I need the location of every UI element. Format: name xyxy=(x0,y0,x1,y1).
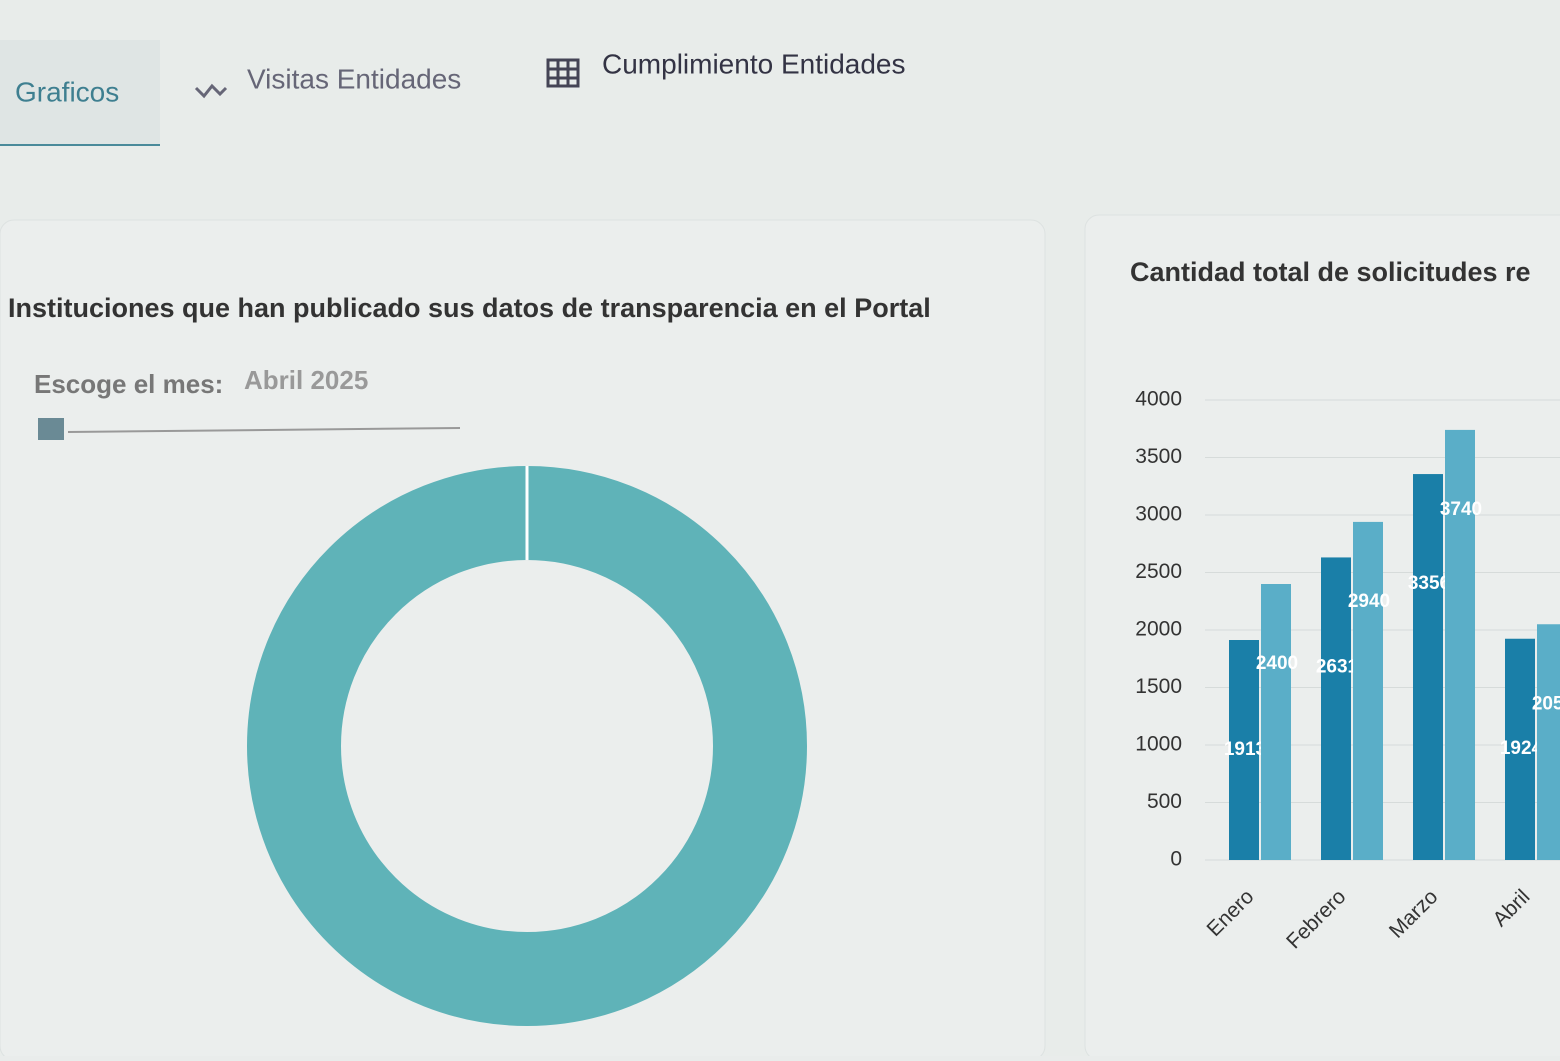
bar xyxy=(1321,557,1351,860)
bar xyxy=(1537,624,1560,860)
bar xyxy=(1229,640,1259,860)
data-label: 2050 xyxy=(1532,693,1560,714)
y-tick-label: 3000 xyxy=(1135,503,1182,526)
tab-icon xyxy=(546,58,580,88)
bar xyxy=(1505,638,1535,860)
tab[interactable]: Visitas Entidades xyxy=(247,63,461,94)
bar xyxy=(1353,521,1383,860)
card xyxy=(0,219,1046,1061)
bar xyxy=(1413,474,1443,860)
y-tick-label: 3500 xyxy=(1135,445,1182,468)
picker-underline xyxy=(67,427,461,433)
calendar-icon[interactable] xyxy=(38,418,64,440)
data-label: 1913 xyxy=(1224,739,1266,760)
picker-value[interactable]: Abril 2025 xyxy=(244,365,368,395)
data-label: 1924 xyxy=(1500,738,1543,759)
picker-label: Escoge el mes: xyxy=(34,369,223,399)
bar xyxy=(1445,429,1475,860)
y-tick-label: 1000 xyxy=(1135,733,1182,756)
y-tick-label: 4000 xyxy=(1135,388,1182,411)
tab-icon xyxy=(194,83,228,99)
data-label: 2940 xyxy=(1348,591,1390,612)
data-label: 2400 xyxy=(1256,653,1298,674)
bar xyxy=(1261,584,1291,860)
y-tick-label: 2500 xyxy=(1135,560,1182,583)
y-tick-label: 500 xyxy=(1147,790,1182,813)
y-tick-label: 0 xyxy=(1170,848,1182,871)
chart-title: Instituciones que han publicado sus dato… xyxy=(8,293,931,323)
tab[interactable]: Cumplimiento Entidades xyxy=(602,48,906,79)
active-tab-bg xyxy=(0,40,160,145)
chart-title: Cantidad total de solicitudes re xyxy=(1130,257,1531,287)
y-tick-label: 1500 xyxy=(1135,675,1182,698)
data-label: 3356 xyxy=(1408,573,1450,594)
data-label: 3740 xyxy=(1440,499,1482,520)
data-label: 2631 xyxy=(1316,656,1359,677)
y-tick-label: 2000 xyxy=(1135,618,1182,641)
tab[interactable]: Graficos xyxy=(15,76,119,107)
